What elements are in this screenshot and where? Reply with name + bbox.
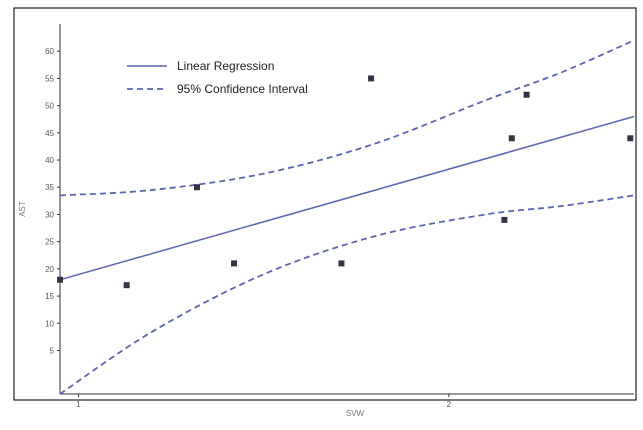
y-tick-label: 30 [45, 210, 54, 219]
y-tick-label: 60 [45, 47, 54, 56]
x-tick-label: 2 [447, 400, 452, 409]
y-axis-title: AST [18, 201, 27, 217]
y-tick-label: 40 [45, 156, 54, 165]
data-point [123, 282, 130, 289]
legend-confidence-label: 95% Confidence Interval [177, 82, 308, 96]
data-point [57, 276, 63, 283]
data-point [368, 75, 375, 82]
data-point [194, 184, 201, 191]
x-tick-label: 1 [76, 400, 81, 409]
y-tick-label: 5 [50, 346, 55, 355]
data-point [627, 135, 634, 142]
y-tick-label: 20 [45, 265, 54, 274]
y-tick-label: 55 [45, 74, 54, 83]
data-point [501, 216, 508, 223]
y-tick-label: 45 [45, 129, 54, 138]
y-tick-label: 50 [45, 102, 54, 111]
data-point [523, 91, 530, 98]
data-point [338, 260, 345, 267]
legend-regression-label: Linear Regression [177, 59, 274, 73]
confidence-upper-line [60, 39, 635, 197]
y-tick-label: 10 [45, 319, 54, 328]
confidence-lower-line [60, 194, 635, 394]
y-tick-label: 15 [45, 292, 54, 301]
data-point [231, 260, 238, 267]
y-tick-label: 25 [45, 238, 54, 247]
x-axis-title: SVW [346, 409, 365, 418]
y-tick-label: 35 [45, 183, 54, 192]
data-point [508, 135, 515, 142]
regression-line [60, 115, 635, 281]
